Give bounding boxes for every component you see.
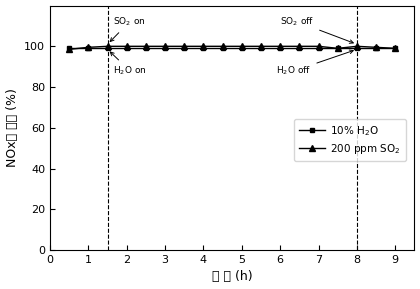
200 ppm SO$_2$ xyxy=(67,48,72,51)
10% H$_2$O xyxy=(105,47,110,50)
200 ppm SO$_2$ xyxy=(220,45,225,48)
10% H$_2$O xyxy=(220,47,225,50)
Text: H$_2$O off: H$_2$O off xyxy=(276,50,353,77)
Text: H$_2$O on: H$_2$O on xyxy=(110,52,147,77)
10% H$_2$O xyxy=(124,47,129,50)
200 ppm SO$_2$ xyxy=(278,45,283,48)
10% H$_2$O xyxy=(258,47,263,50)
10% H$_2$O xyxy=(393,47,398,50)
200 ppm SO$_2$ xyxy=(239,45,244,48)
10% H$_2$O xyxy=(316,47,321,50)
Line: 200 ppm SO$_2$: 200 ppm SO$_2$ xyxy=(66,43,399,53)
10% H$_2$O xyxy=(201,47,206,50)
X-axis label: 时 间 (h): 时 间 (h) xyxy=(212,271,252,284)
200 ppm SO$_2$ xyxy=(258,45,263,48)
200 ppm SO$_2$ xyxy=(201,45,206,48)
200 ppm SO$_2$ xyxy=(373,46,378,49)
10% H$_2$O xyxy=(143,47,148,50)
Y-axis label: NOx转 化率 (%): NOx转 化率 (%) xyxy=(5,88,18,167)
200 ppm SO$_2$ xyxy=(393,47,398,50)
200 ppm SO$_2$ xyxy=(297,45,302,48)
10% H$_2$O xyxy=(297,47,302,50)
200 ppm SO$_2$ xyxy=(163,45,168,48)
200 ppm SO$_2$ xyxy=(105,45,110,48)
200 ppm SO$_2$ xyxy=(354,45,360,48)
200 ppm SO$_2$ xyxy=(335,47,340,50)
10% H$_2$O xyxy=(278,47,283,50)
10% H$_2$O xyxy=(373,47,378,50)
10% H$_2$O xyxy=(182,47,187,50)
10% H$_2$O xyxy=(67,47,72,50)
200 ppm SO$_2$ xyxy=(143,45,148,48)
10% H$_2$O xyxy=(354,47,360,50)
Text: SO$_2$ on: SO$_2$ on xyxy=(110,16,146,42)
10% H$_2$O xyxy=(239,47,244,50)
Legend: 10% H$_2$O, 200 ppm SO$_2$: 10% H$_2$O, 200 ppm SO$_2$ xyxy=(294,119,406,161)
10% H$_2$O xyxy=(335,47,340,50)
200 ppm SO$_2$ xyxy=(182,45,187,48)
Line: 10% H$_2$O: 10% H$_2$O xyxy=(67,46,398,51)
200 ppm SO$_2$ xyxy=(86,46,91,49)
200 ppm SO$_2$ xyxy=(316,45,321,48)
200 ppm SO$_2$ xyxy=(124,45,129,48)
Text: SO$_2$ off: SO$_2$ off xyxy=(280,16,353,43)
10% H$_2$O xyxy=(86,47,91,50)
10% H$_2$O xyxy=(163,47,168,50)
